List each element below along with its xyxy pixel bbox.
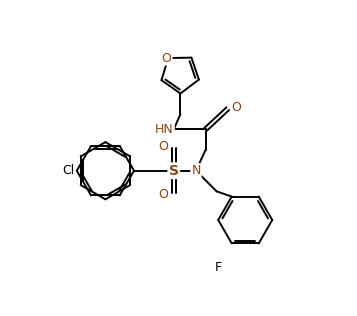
Text: Cl: Cl — [62, 164, 74, 177]
Text: O: O — [231, 101, 241, 114]
Text: HN: HN — [155, 123, 174, 136]
Text: O: O — [158, 188, 168, 201]
Text: O: O — [162, 52, 172, 64]
Text: O: O — [158, 140, 168, 153]
Text: N: N — [191, 164, 201, 177]
Text: F: F — [215, 261, 222, 274]
Text: S: S — [169, 164, 179, 178]
